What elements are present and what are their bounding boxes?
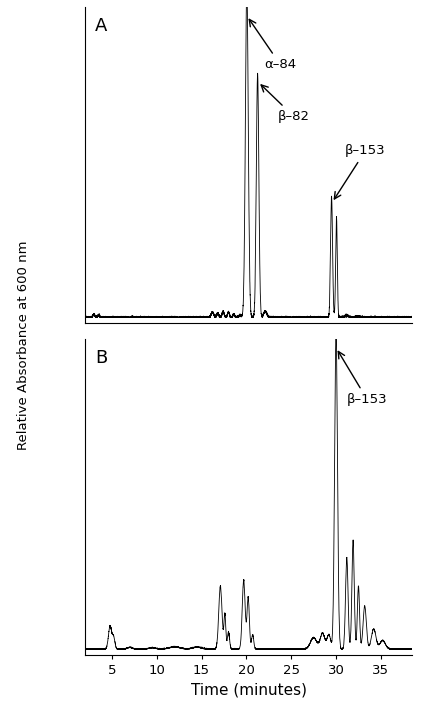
Text: α–84: α–84 [249,19,297,71]
Text: A: A [95,17,107,35]
Text: β–153: β–153 [338,351,388,406]
X-axis label: Time (minutes): Time (minutes) [191,683,306,698]
Text: Relative Absorbance at 600 nm: Relative Absorbance at 600 nm [17,241,30,450]
Text: β–82: β–82 [261,85,310,123]
Text: B: B [95,348,107,366]
Text: β–153: β–153 [334,145,385,199]
